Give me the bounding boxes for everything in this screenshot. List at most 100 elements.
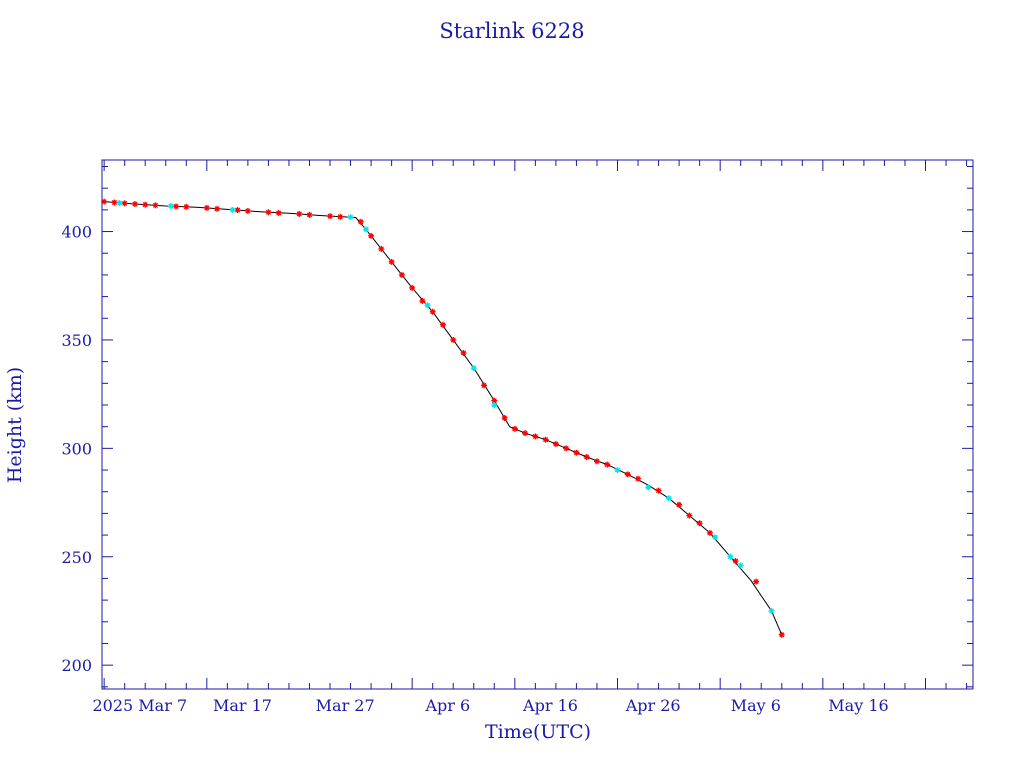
data-point-marker bbox=[737, 562, 744, 569]
marker-stroke bbox=[584, 454, 590, 460]
marker-stroke bbox=[450, 337, 456, 343]
data-point-marker bbox=[563, 445, 570, 452]
data-point-marker bbox=[419, 297, 426, 304]
data-point-marker bbox=[368, 232, 375, 239]
data-point-marker bbox=[778, 631, 785, 638]
marker-stroke bbox=[111, 199, 117, 206]
marker-stroke bbox=[471, 365, 477, 371]
marker-stroke bbox=[676, 502, 682, 508]
marker-stroke bbox=[491, 398, 497, 404]
data-point-marker bbox=[378, 245, 385, 252]
marker-stroke bbox=[368, 233, 374, 239]
data-point-marker bbox=[542, 436, 549, 443]
marker-stroke bbox=[738, 562, 744, 568]
y-tick-label: 400 bbox=[61, 223, 92, 242]
marker-stroke bbox=[378, 246, 384, 252]
data-point-marker bbox=[131, 201, 138, 208]
marker-stroke bbox=[419, 298, 425, 304]
marker-stroke bbox=[768, 608, 775, 614]
data-point-marker bbox=[635, 475, 642, 482]
data-point-marker bbox=[234, 207, 241, 214]
data-point-marker bbox=[712, 534, 719, 541]
marker-stroke bbox=[697, 520, 703, 526]
marker-stroke bbox=[656, 488, 662, 494]
marker-stroke bbox=[168, 203, 174, 209]
data-point-marker bbox=[753, 578, 760, 585]
data-point-marker bbox=[142, 201, 149, 208]
marker-stroke bbox=[363, 226, 369, 232]
x-tick-label: Mar 17 bbox=[213, 696, 272, 715]
axis-ticks bbox=[102, 160, 973, 689]
marker-stroke bbox=[532, 433, 538, 439]
marker-stroke bbox=[183, 204, 189, 210]
data-point-marker bbox=[501, 414, 508, 421]
marker-stroke bbox=[440, 322, 446, 328]
y-tick-labels: 200 250 300 350 400 bbox=[61, 223, 92, 676]
data-point-marker bbox=[347, 214, 354, 221]
x-tick-labels: 2025 Mar 7 Mar 17 Mar 27 Apr 6 Apr 16 Apr 26 M… bbox=[92, 696, 888, 715]
marker-stroke bbox=[625, 471, 631, 477]
marker-stroke bbox=[727, 554, 733, 560]
marker-stroke bbox=[563, 445, 569, 451]
marker-stroke bbox=[214, 206, 220, 212]
data-point-marker bbox=[624, 471, 631, 478]
data-point-marker bbox=[727, 553, 734, 560]
data-point-marker bbox=[532, 433, 539, 440]
marker-stroke bbox=[409, 285, 415, 291]
data-point-marker bbox=[655, 487, 662, 494]
x-tick-label: Apr 16 bbox=[522, 696, 578, 715]
marker-stroke bbox=[491, 402, 497, 408]
marker-stroke bbox=[512, 426, 518, 432]
marker-stroke bbox=[501, 415, 508, 421]
data-point-marker bbox=[173, 203, 180, 210]
data-point-marker bbox=[470, 365, 477, 372]
data-point-marker bbox=[388, 258, 395, 265]
data-point-marker bbox=[244, 207, 251, 214]
data-point-marker bbox=[203, 204, 210, 211]
data-point-marker bbox=[552, 441, 559, 448]
marker-stroke bbox=[116, 200, 123, 206]
data-point-marker bbox=[696, 520, 703, 527]
y-tick-label: 350 bbox=[61, 331, 92, 350]
marker-stroke bbox=[779, 632, 785, 638]
data-point-marker bbox=[152, 202, 159, 209]
data-point-marker bbox=[101, 198, 108, 205]
x-tick-label: Apr 6 bbox=[424, 696, 470, 715]
marker-stroke bbox=[753, 579, 759, 585]
marker-stroke bbox=[265, 209, 271, 215]
data-point-marker bbox=[296, 210, 303, 217]
data-point-marker bbox=[686, 512, 693, 519]
data-point-marker bbox=[116, 199, 123, 206]
data-point-marker bbox=[522, 430, 529, 437]
data-point-marker bbox=[429, 308, 436, 315]
data-point-marker bbox=[337, 213, 344, 220]
data-point-marker bbox=[614, 467, 621, 474]
data-point-marker bbox=[111, 199, 118, 206]
marker-stroke bbox=[424, 302, 431, 308]
data-point-marker bbox=[583, 454, 590, 461]
marker-stroke bbox=[276, 210, 282, 216]
series-markers bbox=[101, 198, 785, 638]
data-point-marker bbox=[665, 495, 672, 502]
data-point-marker bbox=[121, 200, 128, 207]
data-point-marker bbox=[450, 336, 457, 343]
marker-stroke bbox=[101, 199, 107, 205]
data-point-marker bbox=[439, 321, 446, 328]
data-point-marker bbox=[481, 382, 488, 389]
x-tick-label: May 16 bbox=[828, 696, 888, 715]
data-point-marker bbox=[398, 271, 405, 278]
x-tick-label: Apr 26 bbox=[625, 696, 681, 715]
marker-stroke bbox=[543, 437, 549, 443]
data-point-marker bbox=[214, 205, 221, 212]
data-point-marker bbox=[327, 213, 334, 220]
marker-stroke bbox=[604, 462, 610, 468]
data-point-marker bbox=[573, 449, 580, 456]
marker-stroke bbox=[594, 458, 600, 464]
data-point-marker bbox=[275, 209, 282, 216]
marker-stroke bbox=[327, 213, 333, 219]
data-point-marker bbox=[362, 226, 369, 233]
data-point-marker bbox=[460, 349, 467, 356]
marker-stroke bbox=[204, 205, 210, 211]
data-point-marker bbox=[491, 401, 498, 408]
